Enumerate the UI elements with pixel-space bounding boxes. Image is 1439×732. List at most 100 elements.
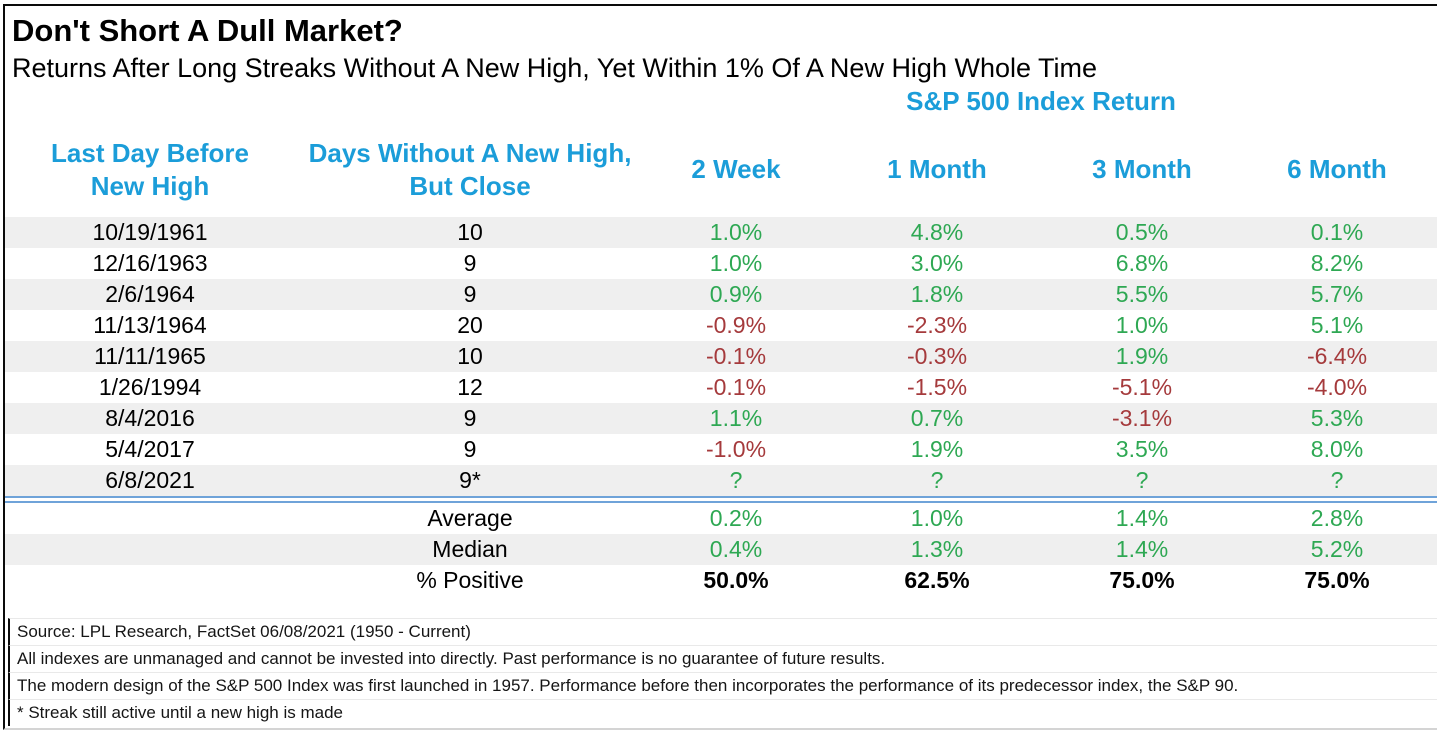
footnote-line: * Streak still active until a new high i…: [8, 699, 1437, 726]
column-header-3-month: 3 Month: [1092, 154, 1192, 185]
cell-return: ?: [1330, 466, 1344, 493]
summary-value: 5.2%: [1310, 535, 1364, 562]
cell-return: 8.0%: [1310, 435, 1364, 462]
column-header-last-day: Last Day Before New High: [5, 137, 295, 202]
cell-date: 11/11/1965: [94, 342, 206, 369]
summary-spacer: [5, 534, 295, 565]
cell-return: -0.9%: [705, 311, 767, 338]
cell-return: 0.7%: [910, 404, 964, 431]
cell-return: -6.4%: [1306, 342, 1368, 369]
column-header-1-month: 1 Month: [887, 154, 987, 185]
summary-label: % Positive: [416, 566, 524, 593]
column-header-label: Last Day Before New High: [51, 138, 249, 201]
group-header-sp500: S&P 500 Index Return: [906, 85, 1176, 116]
summary-value: 2.8%: [1310, 504, 1364, 531]
table-summary: Average 0.2% 1.0% 1.4% 2.8% Median 0.4% 1.3% 1.4…: [5, 502, 1437, 596]
cell-days: 9*: [459, 466, 481, 493]
summary-value: 1.0%: [910, 504, 964, 531]
cell-return: -0.1%: [705, 373, 767, 400]
cell-return: -1.5%: [906, 373, 968, 400]
cell-return: -3.1%: [1111, 404, 1173, 431]
cell-date: 5/4/2017: [105, 435, 195, 462]
cell-date: 10/19/1961: [92, 218, 208, 245]
column-header-days-without: Days Without A New High, But Close: [295, 137, 645, 202]
cell-return: -0.3%: [906, 342, 968, 369]
cell-return: 8.2%: [1310, 249, 1364, 276]
footnote-line: All indexes are unmanaged and cannot be …: [8, 645, 1437, 672]
cell-return: 1.0%: [709, 249, 763, 276]
footnotes-section: Source: LPL Research, FactSet 06/08/2021…: [8, 618, 1437, 726]
cell-return: 6.8%: [1115, 249, 1169, 276]
cell-date: 11/13/1964: [93, 311, 207, 338]
column-header-2-week: 2 Week: [691, 154, 781, 185]
cell-return: 1.1%: [709, 404, 763, 431]
summary-value: 1.4%: [1115, 504, 1169, 531]
table-row: 11/11/1965 10 -0.1% -0.3% 1.9% -6.4%: [5, 340, 1437, 372]
cell-return: ?: [1135, 466, 1149, 493]
cell-return: 1.8%: [910, 280, 964, 307]
cell-days: 9: [463, 249, 477, 276]
cell-return: 3.5%: [1115, 435, 1169, 462]
summary-row: Average 0.2% 1.0% 1.4% 2.8%: [5, 502, 1437, 534]
cell-return: 3.0%: [910, 249, 964, 276]
cell-return: 5.7%: [1310, 280, 1364, 307]
cell-return: 4.8%: [910, 218, 964, 245]
summary-label: Average: [427, 504, 513, 531]
cell-date: 12/16/1963: [92, 249, 208, 276]
summary-value: 75.0%: [1304, 566, 1370, 593]
cell-return: 0.5%: [1115, 218, 1169, 245]
cell-return: -0.1%: [705, 342, 767, 369]
summary-label: Median: [432, 535, 508, 562]
column-header-label: Days Without A New High, But Close: [308, 138, 632, 201]
cell-return: ?: [729, 466, 743, 493]
summary-value: 62.5%: [904, 566, 970, 593]
cell-return: 5.1%: [1310, 311, 1364, 338]
cell-days: 9: [463, 404, 477, 431]
table-row: 8/4/2016 9 1.1% 0.7% -3.1% 5.3%: [5, 402, 1437, 434]
cell-days: 9: [463, 280, 477, 307]
cell-return: 0.1%: [1310, 218, 1364, 245]
summary-value: 1.3%: [910, 535, 964, 562]
table-body: 10/19/1961 10 1.0% 4.8% 0.5% 0.1% 12/16/1963 9 1…: [5, 216, 1437, 496]
table-row: 10/19/1961 10 1.0% 4.8% 0.5% 0.1%: [5, 216, 1437, 248]
cell-return: 5.3%: [1310, 404, 1364, 431]
cell-return: ?: [930, 466, 944, 493]
cell-return: -4.0%: [1306, 373, 1368, 400]
cell-days: 20: [457, 311, 483, 338]
summary-value: 1.4%: [1115, 535, 1169, 562]
chart-subtitle: Returns After Long Streaks Without A New…: [12, 52, 1098, 83]
summary-row: Median 0.4% 1.3% 1.4% 5.2%: [5, 533, 1437, 565]
table-header-row: Last Day Before New High Days Without A …: [5, 131, 1437, 209]
summary-value: 50.0%: [703, 566, 769, 593]
group-header-row: S&P 500 Index Return: [5, 86, 1437, 117]
footnote-line: The modern design of the S&P 500 Index w…: [8, 672, 1437, 699]
table-row: 12/16/1963 9 1.0% 3.0% 6.8% 8.2%: [5, 247, 1437, 279]
table-row: 5/4/2017 9 -1.0% 1.9% 3.5% 8.0%: [5, 433, 1437, 465]
table-row: 2/6/1964 9 0.9% 1.8% 5.5% 5.7%: [5, 278, 1437, 310]
cell-days: 10: [457, 342, 483, 369]
cell-return: -1.0%: [705, 435, 767, 462]
cell-return: 5.5%: [1115, 280, 1169, 307]
cell-return: 1.0%: [709, 218, 763, 245]
summary-spacer: [5, 503, 295, 534]
chart-title: Don't Short A Dull Market?: [12, 13, 403, 48]
cell-days: 10: [457, 218, 483, 245]
summary-value: 0.4%: [709, 535, 763, 562]
summary-row: % Positive 50.0% 62.5% 75.0% 75.0%: [5, 564, 1437, 596]
cell-date: 2/6/1964: [105, 280, 195, 307]
cell-return: 1.9%: [1115, 342, 1169, 369]
table-row: 6/8/2021 9*????: [5, 464, 1437, 496]
summary-value: 0.2%: [709, 504, 763, 531]
summary-divider-line: [5, 495, 1437, 503]
cell-return: -5.1%: [1111, 373, 1173, 400]
cell-return: -2.3%: [906, 311, 968, 338]
cell-date: 8/4/2016: [105, 404, 195, 431]
table-row: 1/26/1994 12 -0.1% -1.5% -5.1% -4.0%: [5, 371, 1437, 403]
summary-value: 75.0%: [1109, 566, 1175, 593]
cell-return: 0.9%: [709, 280, 763, 307]
cell-date: 1/26/1994: [98, 373, 202, 400]
cell-return: 1.9%: [910, 435, 964, 462]
cell-days: 9: [463, 435, 477, 462]
summary-spacer: [5, 565, 295, 596]
